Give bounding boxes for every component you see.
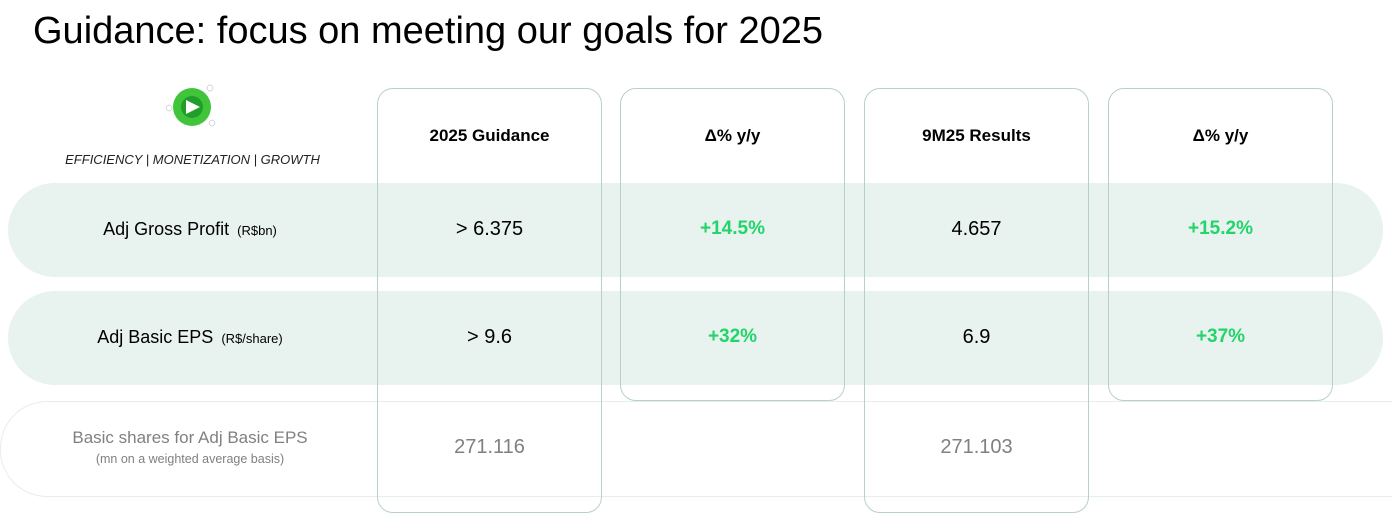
row-unit: (R$bn) [237, 223, 277, 238]
column-box [864, 88, 1089, 513]
column-header: 2025 Guidance [429, 126, 550, 145]
table-cell: +32% [707, 326, 758, 347]
row-label: Adj Basic EPS (R$/share) [0, 327, 380, 348]
row-note: (mn on a weighted average basis) [95, 452, 285, 466]
row-band [8, 183, 1383, 277]
row-label-text: Adj Basic EPS [97, 327, 214, 347]
table-cell: +15.2% [1188, 218, 1253, 239]
column-header: 9M25 Results [922, 126, 1031, 145]
slide-title: Guidance: focus on meeting our goals for… [33, 10, 824, 52]
column-box [1108, 88, 1333, 401]
table-cell: 6.9 [962, 326, 991, 348]
column-box [620, 88, 845, 401]
row-label: Basic shares for Adj Basic EPS [72, 428, 308, 447]
row-band [0, 401, 1392, 497]
logo-tagline: EFFICIENCY | MONETIZATION | GROWTH [65, 152, 320, 167]
column-box [377, 88, 602, 513]
row-band [8, 291, 1383, 385]
table-cell: 4.657 [951, 218, 1002, 240]
column-header: Δ% y/y [1192, 126, 1249, 145]
row-unit: (R$/share) [221, 331, 283, 346]
row-label-text: Adj Gross Profit [103, 219, 230, 239]
table-cell: > 9.6 [466, 326, 513, 348]
column-header: Δ% y/y [704, 126, 761, 145]
logo [165, 84, 216, 127]
table-cell: 271.116 [454, 436, 525, 458]
table-cell: > 6.375 [455, 218, 524, 240]
table-cell: +14.5% [700, 218, 765, 239]
row-label: Adj Gross Profit (R$bn) [0, 219, 380, 240]
table-cell: +37% [1195, 326, 1246, 347]
table-cell: 271.103 [940, 436, 1013, 458]
